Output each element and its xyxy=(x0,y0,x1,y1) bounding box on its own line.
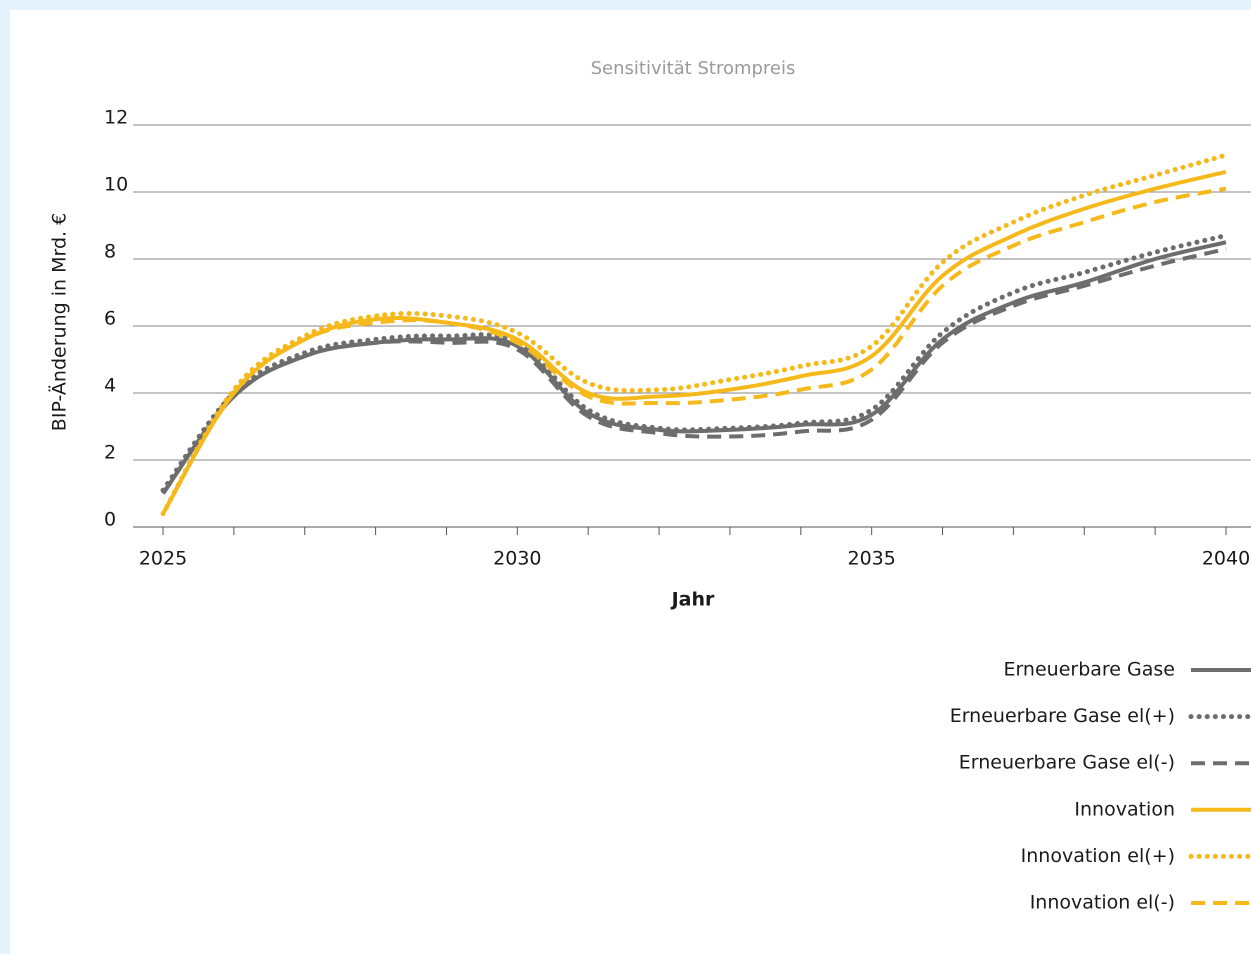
x-tick-label: 2030 xyxy=(493,548,541,570)
y-tick-label: 0 xyxy=(104,509,116,531)
series-line xyxy=(161,240,1227,495)
series-line xyxy=(161,247,1227,495)
series-line xyxy=(161,186,1227,515)
y-tick-label: 6 xyxy=(104,308,116,330)
y-tick-label: 4 xyxy=(104,375,116,397)
legend-label: Erneuerbare Gase el(+) xyxy=(950,705,1175,727)
series-line xyxy=(161,169,1227,515)
x-tick-label: 2035 xyxy=(847,548,895,570)
panel xyxy=(10,10,1251,954)
legend-label: Innovation el(+) xyxy=(1021,845,1175,867)
y-tick-label: 8 xyxy=(104,241,116,263)
y-axis-label: BIP-Änderung in Mrd. € xyxy=(48,213,71,431)
legend-label: Innovation xyxy=(1074,798,1175,820)
x-tick-label: 2025 xyxy=(139,548,187,570)
x-axis-label: Jahr xyxy=(670,589,715,611)
y-tick-label: 2 xyxy=(104,442,116,464)
series-line xyxy=(160,152,1229,517)
legend-label: Erneuerbare Gase xyxy=(1003,659,1175,681)
chart-title: Sensitivität Strompreis xyxy=(591,58,796,79)
series-line xyxy=(160,233,1229,493)
legend-label: Erneuerbare Gase el(-) xyxy=(959,752,1175,774)
y-tick-label: 12 xyxy=(104,107,128,129)
legend-label: Innovation el(-) xyxy=(1030,892,1175,914)
y-tick-label: 10 xyxy=(104,174,128,196)
x-tick-label: 2040 xyxy=(1202,548,1250,570)
